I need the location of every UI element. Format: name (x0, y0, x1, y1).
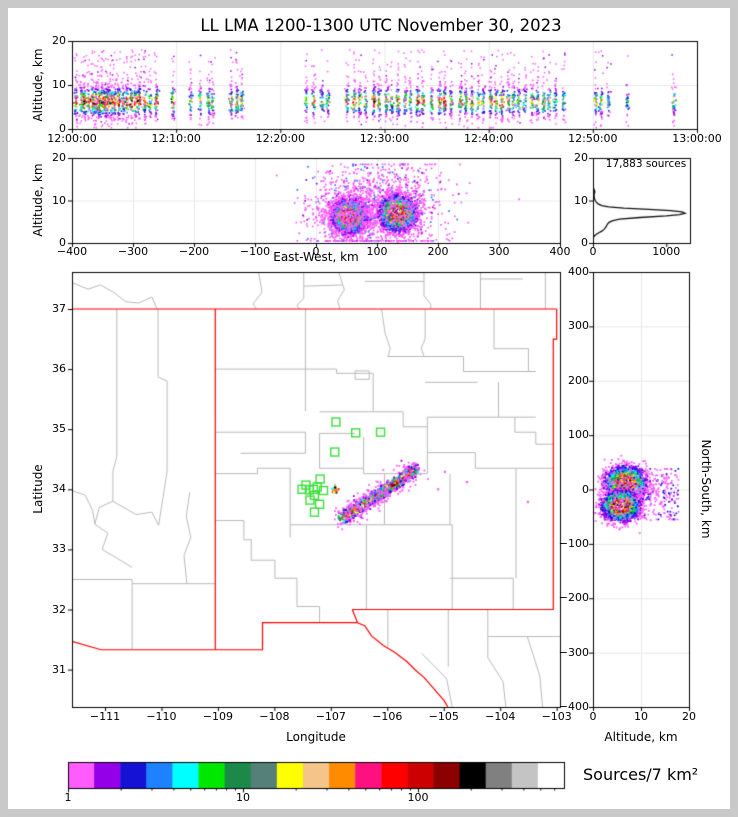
map-ytick: 33 (52, 542, 66, 556)
histogram-xtick: 1000 (652, 245, 681, 258)
histogram-ytick: 10 (574, 193, 588, 207)
map-xtick: −108 (259, 710, 290, 723)
north-south-ytick: 400 (568, 265, 589, 278)
north-south-xtick: 10 (634, 710, 648, 723)
east-west-xtick: −300 (117, 245, 149, 258)
east-west-ytick: 20 (52, 151, 66, 164)
map-xtick: −103 (541, 710, 572, 723)
map-xtick: −111 (89, 710, 121, 723)
east-west-xtick: 100 (366, 245, 388, 258)
colorbar-tick: 1 (64, 791, 72, 804)
time-axis-tick: 12:00:00 (47, 132, 97, 145)
time-height-ytick: 20 (52, 34, 66, 47)
map-xtick: −109 (202, 710, 234, 723)
east-west-ytick: 10 (52, 193, 66, 207)
map-xtick: −105 (428, 710, 459, 723)
map-ytick: 35 (52, 422, 66, 436)
east-west-xlabel: East-West, km (273, 250, 359, 264)
north-south-xtick: 20 (682, 710, 696, 723)
map-ytick: 31 (52, 662, 66, 676)
histogram-ytick: 0 (581, 236, 588, 249)
north-south-ytick: 100 (568, 428, 589, 442)
time-height-ytick: 10 (52, 78, 66, 91)
map-xtick: −104 (485, 710, 516, 723)
histogram-xtick: 0 (589, 245, 597, 258)
north-south-ylabel: North-South, km (699, 439, 713, 539)
colorbar-tick: 10 (236, 791, 250, 804)
north-south-ytick: −200 (558, 591, 589, 605)
north-south-ytick: −100 (558, 536, 589, 550)
east-west-xtick: 400 (549, 245, 571, 258)
map-xtick: −107 (315, 710, 346, 723)
map-xtick: −110 (146, 710, 177, 723)
colorbar-tick: 100 (407, 791, 429, 804)
north-south-ytick: −400 (558, 700, 589, 713)
time-axis-tick: 12:40:00 (463, 132, 514, 145)
east-west-xtick: 0 (312, 245, 320, 258)
north-south-xlabel: Altitude, km (604, 730, 678, 744)
map-xtick: −106 (372, 710, 403, 723)
map-ytick: 32 (52, 602, 66, 616)
colorbar-label: Sources/7 km² (583, 765, 699, 784)
chart-title: LL LMA 1200-1300 UTC November 30, 2023 (200, 16, 562, 35)
east-west-xtick: −400 (56, 245, 88, 258)
east-west-ytick: 0 (59, 236, 66, 249)
east-west-xtick: 200 (427, 245, 449, 258)
time-axis-tick: 12:10:00 (151, 132, 201, 145)
east-west-xtick: −200 (178, 245, 210, 258)
north-south-ytick: 0 (582, 482, 589, 496)
time-height-ytick: 0 (59, 122, 66, 135)
time-axis-tick: 12:30:00 (359, 132, 410, 145)
east-west-xtick: 300 (488, 245, 510, 258)
north-south-ytick: −300 (558, 645, 589, 659)
time-axis-tick: 12:20:00 (255, 132, 306, 145)
map-ytick: 36 (52, 362, 66, 376)
north-south-xtick: 0 (589, 710, 597, 723)
histogram-ytick: 20 (574, 151, 588, 164)
map-ytick: 34 (52, 482, 66, 496)
time-axis-tick: 12:50:00 (568, 132, 618, 145)
time-axis-tick: 13:00:00 (672, 132, 722, 145)
histogram-annotation: 17,883 sources (605, 158, 687, 170)
north-south-ytick: 300 (568, 319, 589, 333)
map-xlabel: Longitude (286, 730, 346, 744)
east-west-xtick: −100 (239, 245, 271, 258)
map-ytick: 37 (52, 302, 66, 315)
north-south-ytick: 200 (568, 373, 589, 387)
